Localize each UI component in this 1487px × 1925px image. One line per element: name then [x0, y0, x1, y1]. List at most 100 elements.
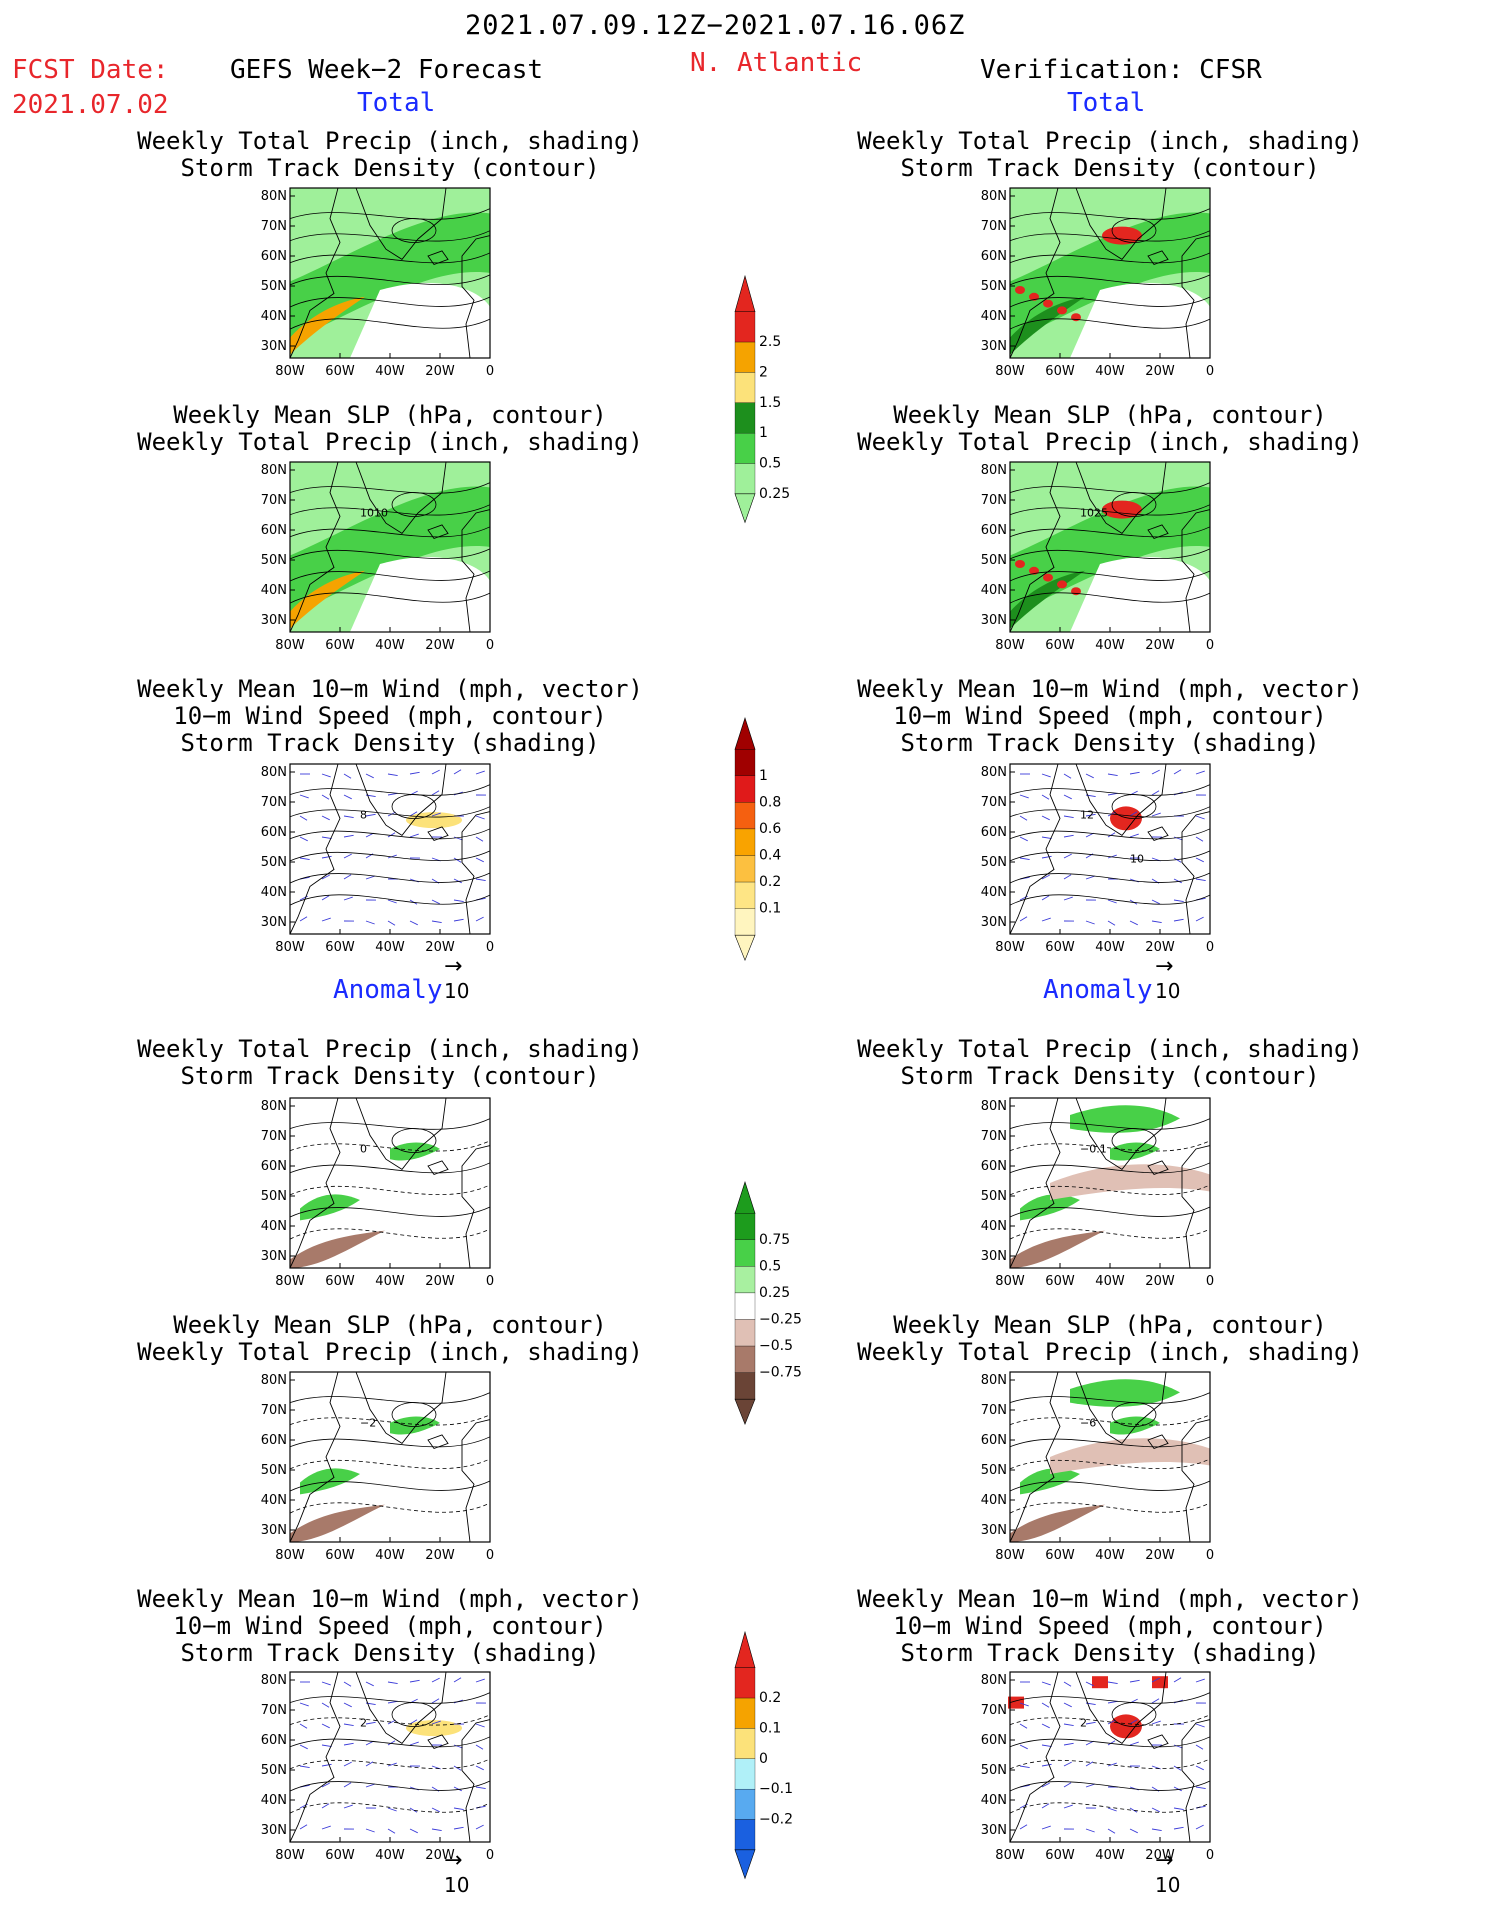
wind-vector — [431, 920, 442, 923]
lon-tick-label: 60W — [325, 638, 355, 653]
lon-tick-label: 60W — [325, 1548, 355, 1563]
region-label: N. Atlantic — [690, 48, 863, 78]
land-north-america — [289, 763, 341, 935]
colorbar-segment — [734, 881, 756, 909]
lat-tick-label: 80N — [981, 189, 1007, 204]
colorbar-segment — [734, 432, 756, 464]
lon-tick-label: 60W — [325, 1274, 355, 1289]
contour-line — [391, 492, 437, 517]
wind-vector — [1063, 1782, 1072, 1788]
lat-tick-label: 30N — [981, 915, 1007, 930]
lat-tick-label: 80N — [981, 765, 1007, 780]
wind-vector — [1107, 1681, 1118, 1685]
lat-tick-label: 80N — [981, 1373, 1007, 1388]
land-greenland — [1075, 1371, 1167, 1444]
wind-vector — [1107, 832, 1116, 838]
wind-vector — [453, 878, 462, 884]
lat-tick-label: 80N — [981, 463, 1007, 478]
contour-line — [289, 548, 491, 560]
wind-vector — [1019, 836, 1028, 842]
wind-vector — [1195, 1786, 1206, 1789]
shading-storm-density — [1110, 1714, 1142, 1739]
shading-heavy-precip — [290, 296, 365, 355]
wind-vector — [1041, 794, 1050, 800]
wind-vector — [475, 1824, 484, 1830]
panel-title-line: Storm Track Density (shading) — [900, 1639, 1320, 1667]
land-iceland — [427, 1434, 449, 1450]
contour-line — [289, 570, 491, 582]
land-north-america — [1009, 461, 1061, 633]
wind-vector — [365, 1681, 374, 1687]
lat-tick-label: 60N — [261, 1433, 287, 1448]
panel-title-line: Weekly Total Precip (inch, shading) — [137, 1035, 643, 1063]
colorbar-segment — [734, 828, 756, 856]
colorbar-label: −0.5 — [759, 1338, 793, 1354]
lat-tick-label: 70N — [261, 493, 287, 508]
land-iceland — [427, 524, 449, 540]
contour-line — [289, 828, 491, 840]
colorbar-label: 0.75 — [759, 1232, 790, 1248]
contour-line — [391, 794, 437, 819]
wind-vector — [1107, 1700, 1118, 1704]
wind-vector — [321, 1803, 330, 1809]
shading-base — [290, 1672, 490, 1842]
contour-label: −2 — [360, 1416, 376, 1429]
lat-tick-label: 80N — [261, 1673, 287, 1688]
lat-tick-label: 50N — [261, 1463, 287, 1478]
land-iceland — [427, 1734, 449, 1750]
panel-title-line: Storm Track Density (shading) — [180, 1639, 600, 1667]
lat-tick-label: 40N — [981, 1493, 1007, 1508]
lat-tick-label: 50N — [261, 553, 287, 568]
land-iceland — [1147, 250, 1169, 266]
lat-tick-label: 40N — [981, 583, 1007, 598]
lat-tick-label: 70N — [261, 795, 287, 810]
colorbar-top-arrow — [734, 1630, 756, 1669]
lat-tick-label: 70N — [981, 493, 1007, 508]
lat-tick-label: 70N — [261, 219, 287, 234]
lat-tick-label: 60N — [981, 523, 1007, 538]
contour-label: 2 — [360, 1716, 367, 1729]
colorbar-label: 0.25 — [759, 486, 790, 502]
colorbar-segment — [734, 463, 756, 495]
colorbar-label: 1 — [759, 425, 768, 441]
wind-vector — [321, 1763, 332, 1767]
lon-tick-label: 80W — [275, 1274, 305, 1289]
contour-line — [1111, 1402, 1157, 1427]
contour-line — [1009, 1206, 1211, 1218]
panel-title-line: Weekly Mean SLP (hPa, contour) — [893, 401, 1327, 429]
lat-tick-label: 30N — [981, 1523, 1007, 1538]
wind-vector — [299, 815, 308, 821]
wind-vector — [1063, 815, 1074, 819]
wind-vector — [1085, 1761, 1094, 1767]
panel-title-fcst-total-wind: Weekly Mean 10−m Wind (mph, vector) 10−m … — [80, 676, 700, 757]
map-verif-total-slp: 1025 80N 70N 60N 50N 40N 30N 80W 60W 40W 20W 0 — [981, 461, 1214, 653]
lat-tick-label: 60N — [261, 825, 287, 840]
lon-tick-label: 20W — [1145, 1274, 1175, 1289]
contour-line — [289, 482, 491, 494]
colorbar-label: 0.6 — [759, 821, 781, 837]
contour-line — [1009, 230, 1211, 242]
shading-base — [1010, 1672, 1210, 1842]
shading-wet-anomaly — [390, 1142, 440, 1161]
wind-vector — [1085, 813, 1096, 817]
wind-vector — [1085, 1740, 1094, 1746]
wind-vector — [1129, 1741, 1139, 1746]
wind-vector — [321, 917, 331, 922]
wind-vector — [321, 895, 330, 901]
map-verif-anom-precip: −0.1 80N 70N 60N 50N 40N 30N 80W 60W 40W 20W 0 — [981, 1097, 1214, 1289]
panel-title-line: Weekly Total Precip (inch, shading) — [137, 127, 643, 155]
wind-vector — [1173, 1807, 1184, 1810]
colorbar-precip-anom: 0.75 0.5 0.25 −0.25 −0.5 −0.75 — [734, 1181, 802, 1425]
map-verif-total-precip: 80N 70N 60N 50N 40N 30N 80W 60W 40W 20W 0 — [981, 187, 1214, 379]
lat-tick-label: 60N — [981, 249, 1007, 264]
wind-vector — [409, 1679, 420, 1683]
colorbar-storm-total: 1 0.8 0.6 0.4 0.2 0.1 — [734, 717, 781, 961]
contour-line — [289, 230, 491, 242]
section-total-right: Total — [1067, 88, 1146, 118]
contour-line — [289, 1414, 491, 1426]
land-north-america — [1009, 187, 1061, 359]
wind-vector — [1151, 1807, 1160, 1813]
lon-tick-label: 40W — [1095, 638, 1125, 653]
wind-vector — [1107, 1719, 1116, 1725]
lat-tick-label: 60N — [261, 249, 287, 264]
